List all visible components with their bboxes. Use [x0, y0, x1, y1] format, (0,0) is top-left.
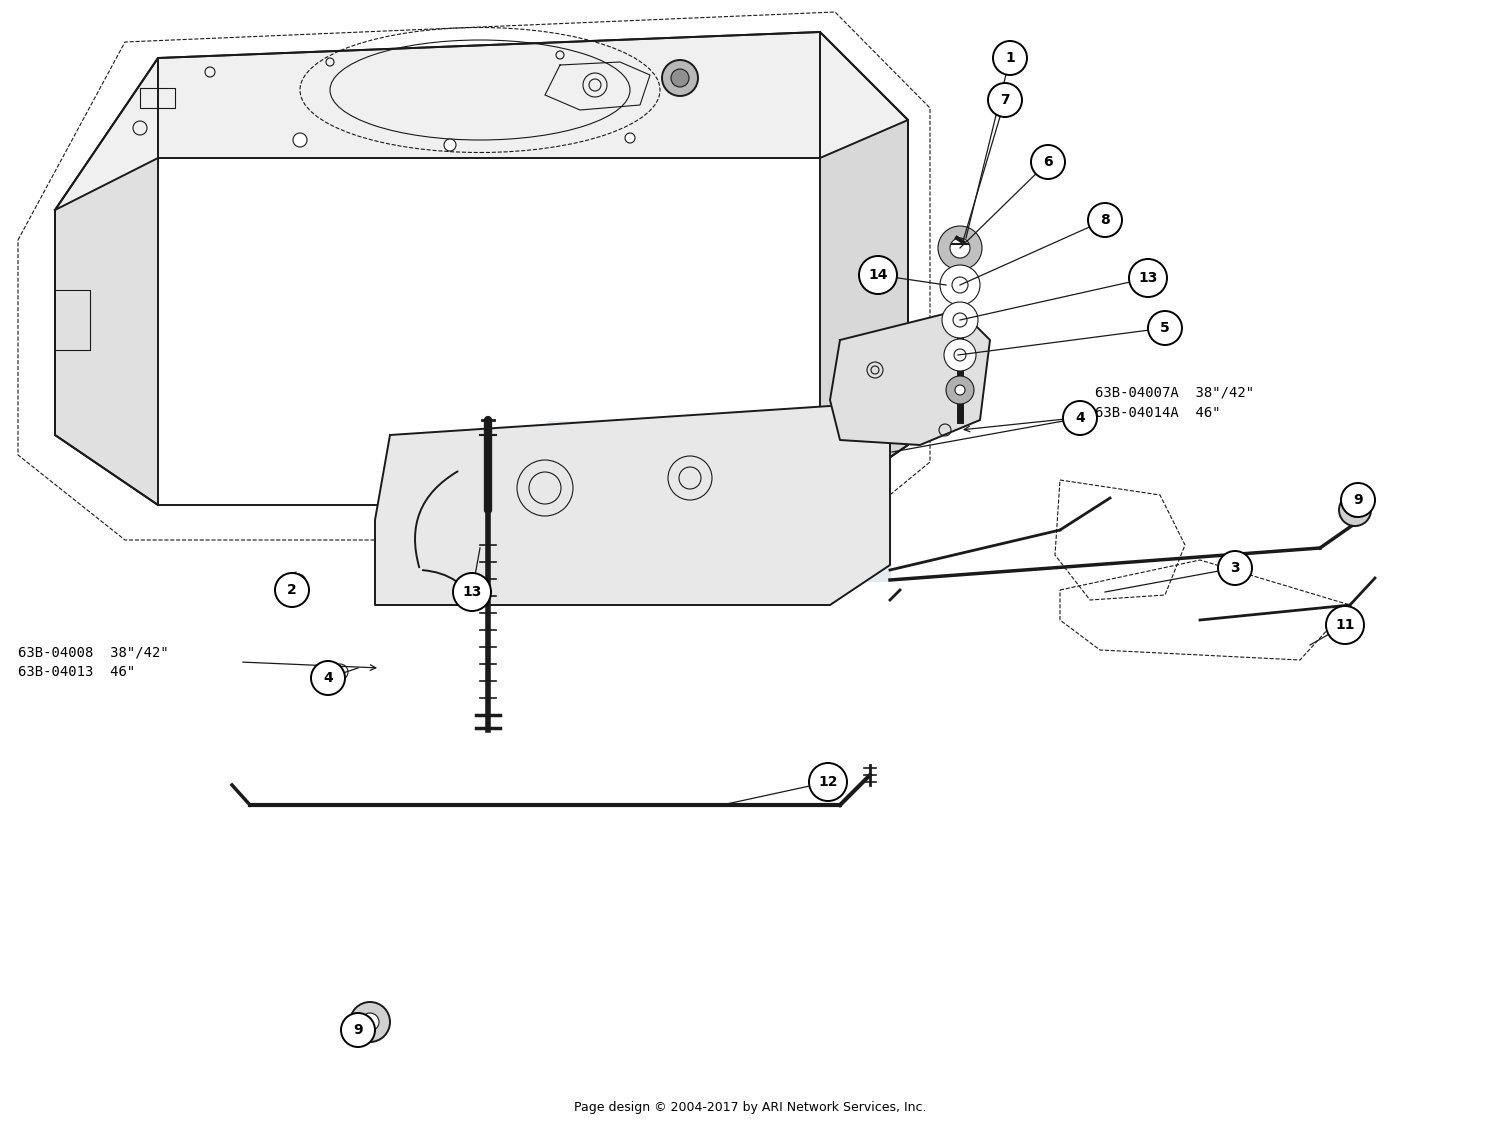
Circle shape: [956, 385, 964, 395]
Circle shape: [626, 133, 634, 143]
Circle shape: [1130, 259, 1167, 297]
Circle shape: [453, 573, 491, 611]
Polygon shape: [56, 32, 907, 210]
Circle shape: [808, 763, 847, 801]
Text: 6: 6: [1042, 155, 1053, 169]
Text: 11: 11: [1335, 618, 1354, 632]
Text: ARI: ARI: [488, 413, 914, 627]
Polygon shape: [830, 310, 990, 444]
Circle shape: [274, 573, 309, 607]
Circle shape: [940, 265, 980, 305]
Circle shape: [1064, 402, 1096, 435]
Circle shape: [1148, 311, 1182, 345]
Circle shape: [1348, 503, 1362, 517]
Polygon shape: [821, 120, 908, 506]
Circle shape: [332, 664, 348, 680]
Polygon shape: [56, 158, 158, 506]
Text: 12: 12: [819, 775, 837, 789]
Circle shape: [952, 277, 968, 293]
Circle shape: [944, 339, 976, 371]
Text: 14: 14: [868, 268, 888, 282]
Circle shape: [340, 1013, 375, 1047]
Text: 13: 13: [462, 585, 482, 599]
Text: 63B-04007A  38"/42": 63B-04007A 38"/42": [1095, 386, 1254, 400]
Text: 63B-04013  46": 63B-04013 46": [18, 665, 135, 679]
Circle shape: [942, 302, 978, 338]
Circle shape: [950, 238, 970, 258]
Text: 63B-04014A  46": 63B-04014A 46": [1095, 406, 1221, 420]
Circle shape: [444, 139, 456, 152]
Circle shape: [952, 313, 968, 327]
Text: 1: 1: [1005, 51, 1016, 64]
Text: 13: 13: [1138, 271, 1158, 285]
Text: 3: 3: [1230, 561, 1240, 575]
Circle shape: [988, 83, 1022, 116]
Circle shape: [292, 133, 308, 147]
Text: 2: 2: [286, 582, 297, 597]
Text: 4: 4: [1076, 411, 1084, 425]
Text: 63B-04008  38"/42": 63B-04008 38"/42": [18, 645, 168, 659]
Text: 9: 9: [1353, 493, 1364, 507]
Circle shape: [946, 375, 974, 404]
Circle shape: [1341, 483, 1376, 517]
Circle shape: [1218, 551, 1252, 585]
Circle shape: [993, 41, 1028, 75]
Polygon shape: [375, 405, 890, 605]
Circle shape: [1340, 494, 1371, 526]
Circle shape: [670, 69, 688, 87]
Circle shape: [938, 226, 982, 270]
Circle shape: [350, 1002, 390, 1042]
Circle shape: [1030, 145, 1065, 179]
Circle shape: [1326, 606, 1364, 644]
Circle shape: [310, 661, 345, 696]
Text: 7: 7: [1000, 93, 1010, 107]
Circle shape: [662, 60, 698, 96]
Circle shape: [954, 349, 966, 361]
Circle shape: [859, 256, 897, 294]
Text: Page design © 2004-2017 by ARI Network Services, Inc.: Page design © 2004-2017 by ARI Network S…: [573, 1102, 926, 1114]
Circle shape: [290, 575, 306, 590]
Text: 4: 4: [322, 671, 333, 685]
Circle shape: [362, 1013, 380, 1031]
Text: 5: 5: [1160, 321, 1170, 335]
Text: 8: 8: [1100, 213, 1110, 227]
Text: 9: 9: [352, 1024, 363, 1037]
Circle shape: [1088, 202, 1122, 238]
